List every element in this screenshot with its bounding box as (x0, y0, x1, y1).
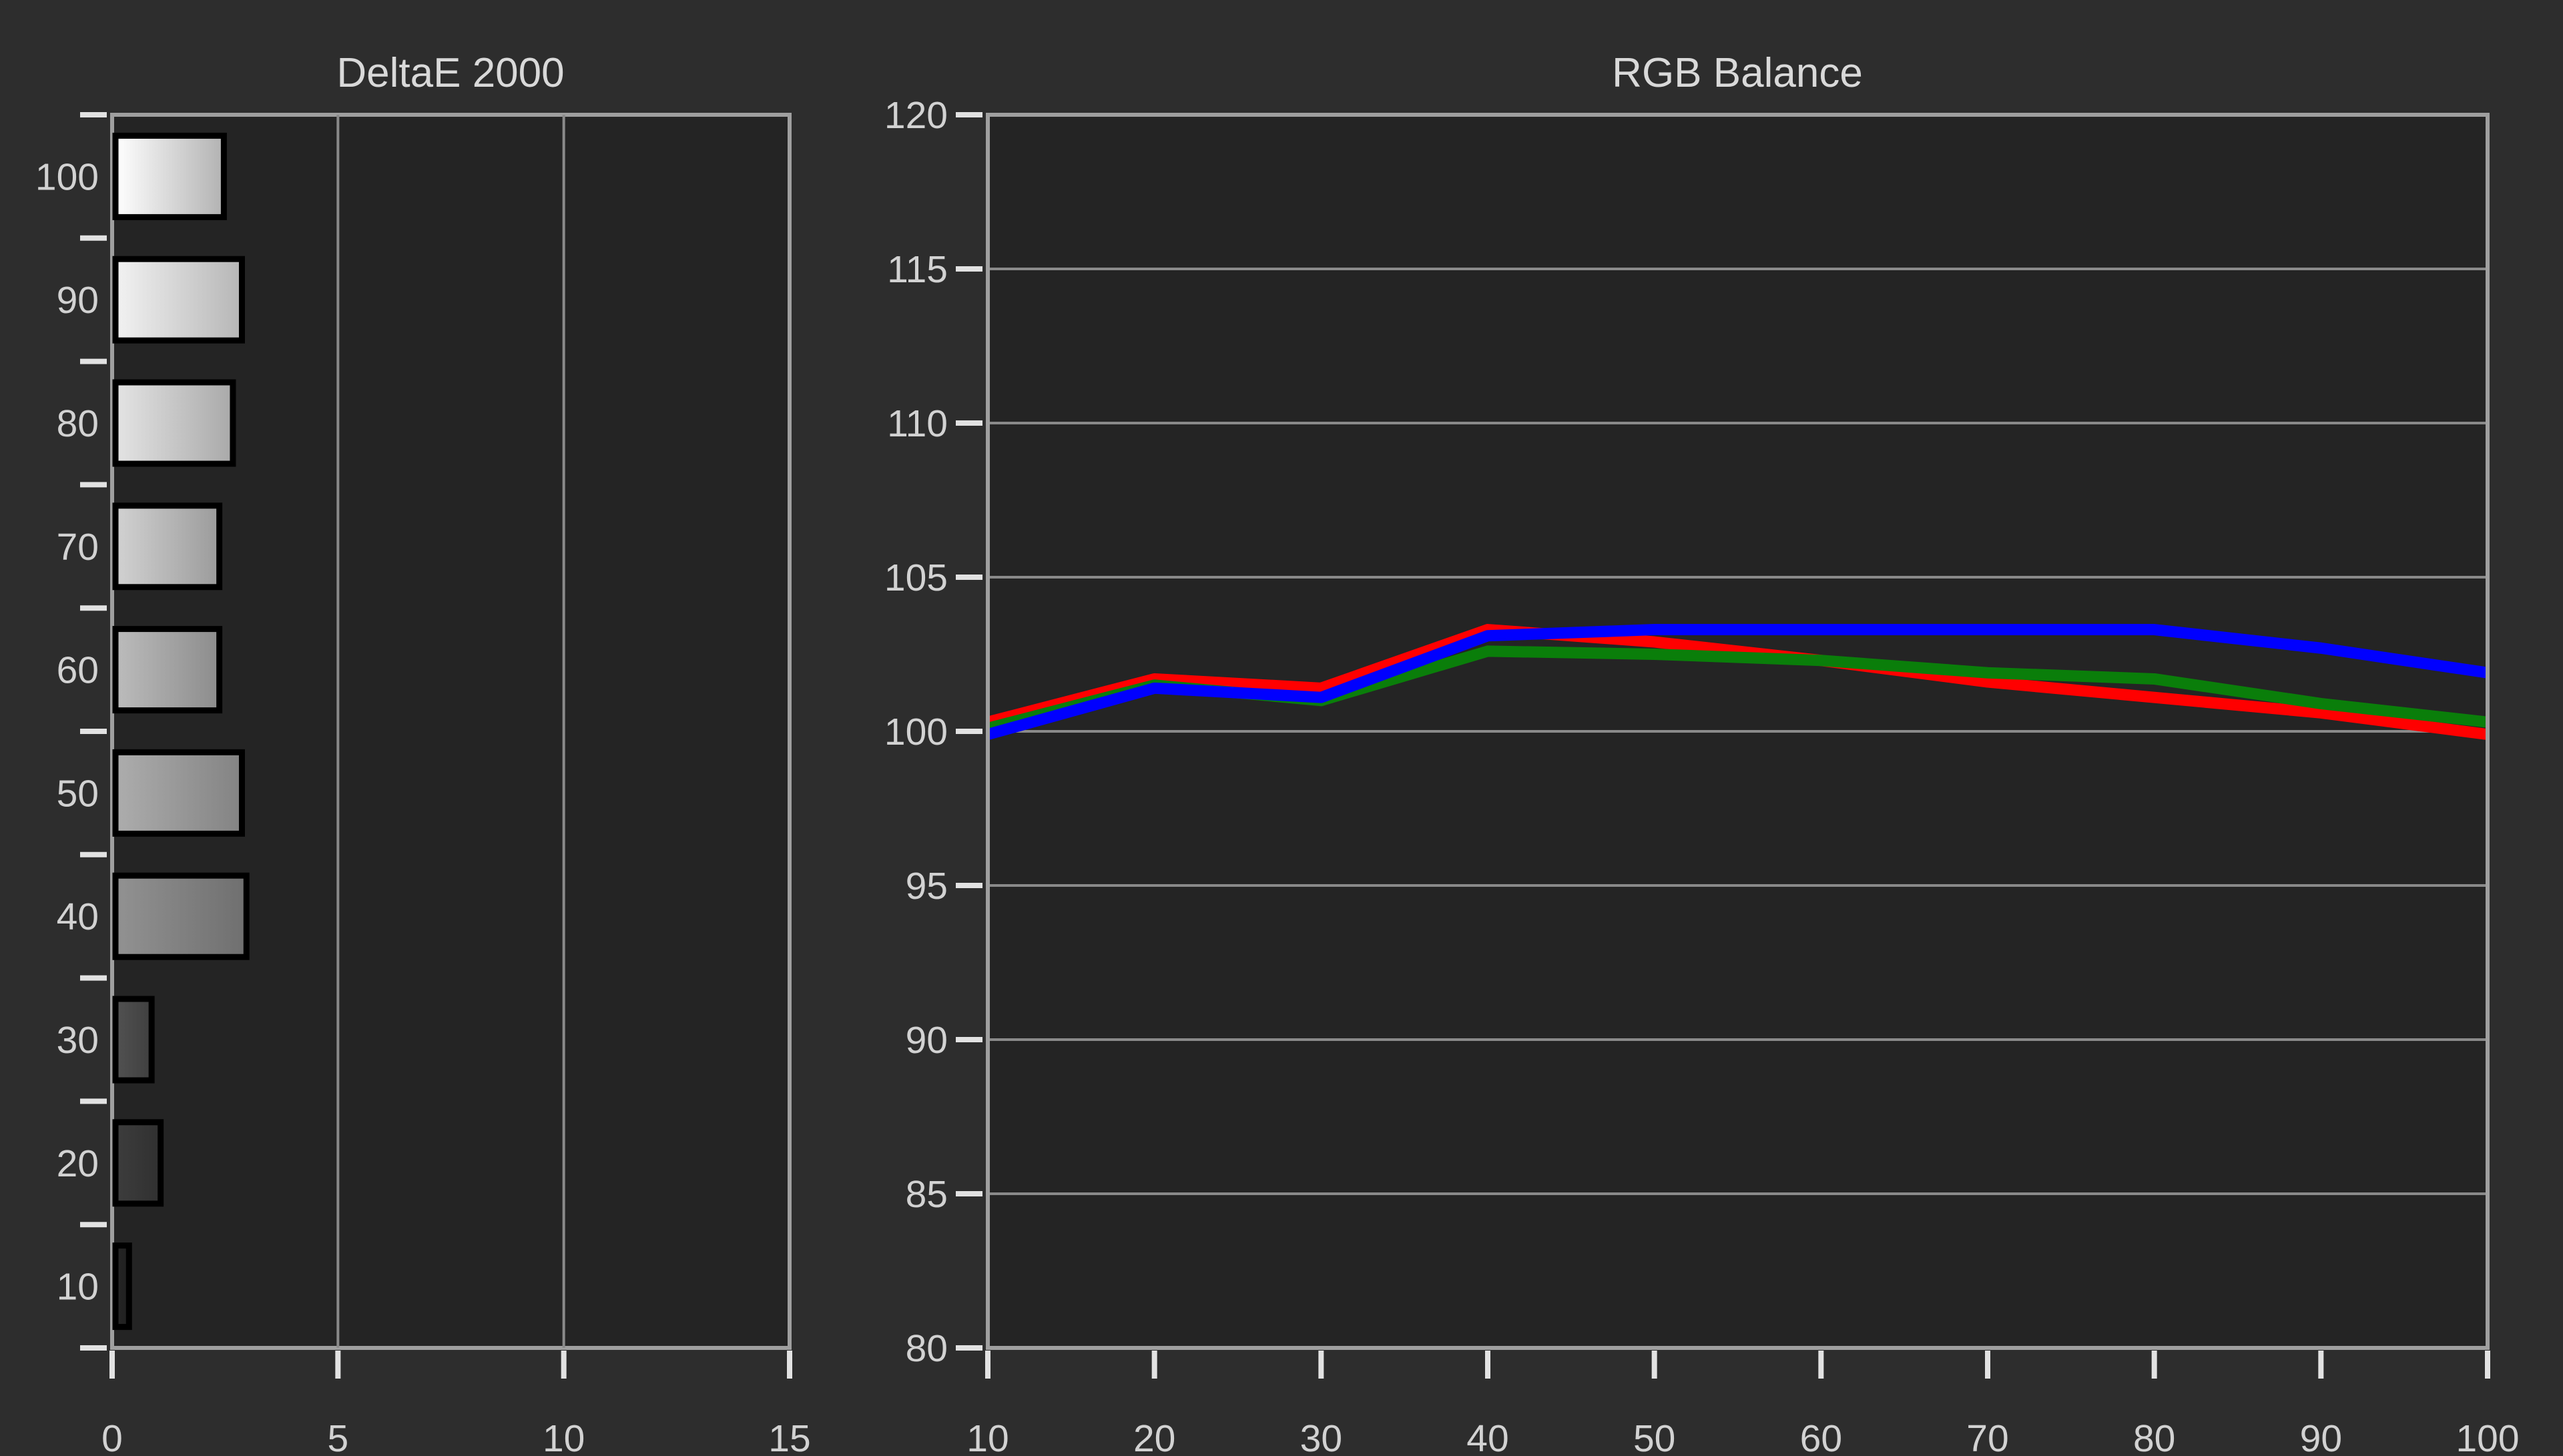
deltae-2000-chart: DeltaE 2000 0 5 10 15 100 90 80 70 60 50 40 30 20 10 (35, 50, 811, 1456)
rgb-x-tick-label: 70 (1966, 1417, 2008, 1456)
deltae-bar-10 (112, 1242, 132, 1331)
deltae-category-label: 10 (57, 1266, 99, 1309)
rgb-x-tick-label: 20 (1133, 1417, 1175, 1456)
deltae-bar-100 (112, 132, 227, 220)
deltae-category-label: 40 (57, 895, 99, 938)
rgb-y-tick-label: 85 (906, 1173, 948, 1216)
rgb-x-tick-label: 60 (1800, 1417, 1842, 1456)
rgb-chart-title: RGB Balance (1612, 50, 1863, 96)
deltae-category-label: 90 (57, 279, 99, 322)
deltae-bar-50 (112, 749, 245, 837)
deltae-bar-90 (112, 256, 245, 344)
rgb-y-tick-label: 80 (906, 1327, 948, 1370)
rgb-series-red (986, 624, 2489, 741)
deltae-x-tick-label: 0 (101, 1417, 123, 1456)
deltae-category-label: 30 (57, 1019, 99, 1062)
deltae-x-tick-label: 10 (543, 1417, 585, 1456)
rgb-x-tick-label: 10 (966, 1417, 1009, 1456)
deltae-chart-title: DeltaE 2000 (336, 50, 564, 96)
rgb-balance-chart: RGB Balance 120 115 110 105 100 95 90 85 80 10 20 3… (884, 50, 2520, 1456)
rgb-y-tick-label: 120 (884, 94, 948, 137)
rgb-x-tick-label: 40 (1466, 1417, 1508, 1456)
deltae-category-label: 20 (57, 1142, 99, 1185)
deltae-bar-70 (112, 502, 223, 591)
deltae-category-label: 80 (57, 402, 99, 445)
deltae-category-label: 100 (35, 155, 99, 198)
rgb-x-tick-label: 30 (1300, 1417, 1342, 1456)
rgb-y-tick-label: 115 (887, 248, 948, 291)
deltae-x-tick-label: 15 (768, 1417, 810, 1456)
rgb-y-tick-label: 100 (884, 711, 948, 753)
deltae-category-label: 70 (57, 526, 99, 569)
rgb-y-tick-label: 95 (906, 865, 948, 907)
deltae-bar-20 (112, 1119, 164, 1207)
deltae-bar-30 (112, 996, 155, 1084)
rgb-y-tick-label: 110 (887, 402, 948, 445)
rgb-x-tick-label: 90 (2300, 1417, 2342, 1456)
deltae-bar-60 (112, 626, 223, 714)
deltae-bar-40 (112, 872, 250, 960)
deltae-bar-80 (112, 379, 236, 467)
rgb-x-tick-label: 80 (2133, 1417, 2175, 1456)
deltae-category-label: 60 (57, 649, 99, 692)
rgb-y-tick-label: 90 (906, 1019, 948, 1062)
rgb-plot-border (986, 113, 2490, 1350)
rgb-x-tick-label: 100 (2456, 1417, 2519, 1456)
deltae-x-tick-label: 5 (327, 1417, 348, 1456)
deltae-category-label: 50 (57, 772, 99, 815)
rgb-y-tick-label: 105 (884, 557, 948, 599)
rgb-series-blue (986, 624, 2489, 740)
rgb-x-tick-label: 50 (1633, 1417, 1675, 1456)
